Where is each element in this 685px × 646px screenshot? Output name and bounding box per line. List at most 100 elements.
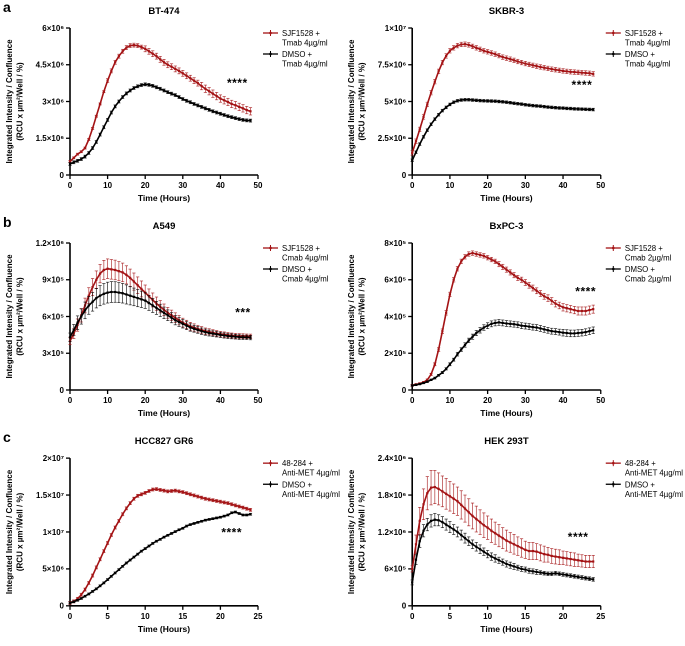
svg-text:1.2×10⁶: 1.2×10⁶ bbox=[36, 239, 65, 248]
svg-text:0: 0 bbox=[60, 386, 65, 395]
svg-text:1.5×10⁶: 1.5×10⁶ bbox=[36, 134, 65, 143]
svg-text:6×10⁶: 6×10⁶ bbox=[42, 24, 64, 33]
svg-text:0: 0 bbox=[402, 171, 407, 180]
svg-text:5: 5 bbox=[105, 612, 110, 621]
significance-stars: **** bbox=[221, 525, 242, 539]
chart-hcc827-gr6: HCC827 GR6 0 5 10 15 20 25 0 5×10⁶ 1×10⁷ 1.5×10⁷ 2×… bbox=[5, 436, 340, 634]
cell-hcc827-gr6: HCC827 GR6 0 5 10 15 20 25 0 5×10⁶ 1×10⁷ 1.5×10⁷ 2×… bbox=[0, 430, 342, 646]
chart-hek293t: HEK 293T 0 5 10 15 20 25 0 6×10⁵ 1.2×10⁶ 1.8×10⁶ 2.… bbox=[347, 436, 683, 634]
svg-text:6×10⁵: 6×10⁵ bbox=[42, 312, 64, 321]
y-axis-label-line2: (RCU x µm²/Well / %) bbox=[358, 492, 367, 571]
svg-text:2.4×10⁶: 2.4×10⁶ bbox=[378, 454, 407, 463]
svg-text:0: 0 bbox=[68, 181, 73, 190]
cell-bt474: BT-474 0 10 20 30 40 50 0 1.5×10⁶ 3×10⁶ 4.5×10⁶ 6×1… bbox=[0, 0, 342, 215]
chart-title: SKBR-3 bbox=[489, 6, 524, 17]
y-axis-label-line1: Integrated Intensity / Confluence bbox=[347, 254, 356, 378]
chart-title: BxPC-3 bbox=[490, 221, 524, 232]
legend-label-line2: Anti-MET 4µg/ml bbox=[282, 469, 340, 478]
svg-text:8×10⁵: 8×10⁵ bbox=[384, 239, 406, 248]
svg-text:50: 50 bbox=[596, 396, 605, 405]
svg-text:1×10⁷: 1×10⁷ bbox=[385, 24, 406, 33]
series-red bbox=[410, 41, 595, 156]
x-axis-label: Time (Hours) bbox=[138, 624, 190, 634]
svg-text:3×10⁶: 3×10⁶ bbox=[42, 97, 64, 106]
series-red bbox=[410, 470, 595, 573]
y-axis-label-line2: (RCU x µm²/Well / %) bbox=[16, 492, 25, 571]
series-red bbox=[68, 258, 253, 346]
legend-label-line1: DMSO + bbox=[282, 50, 313, 59]
svg-text:1.2×10⁶: 1.2×10⁶ bbox=[378, 528, 407, 537]
svg-text:2×10⁵: 2×10⁵ bbox=[384, 349, 406, 358]
legend-label-line2: Anti-MET 4µg/ml bbox=[625, 490, 683, 499]
legend-label-line2: Cmab 4µg/ml bbox=[282, 254, 329, 263]
svg-text:40: 40 bbox=[559, 396, 568, 405]
legend-label-line2: Anti-MET 4µg/ml bbox=[282, 490, 340, 499]
cell-skbr3: SKBR-3 0 10 20 30 40 50 0 2.5×10⁶ 5×10⁶ 7.5×10⁶ 1×1… bbox=[342, 0, 685, 215]
chart-a549: A549 0 10 20 30 40 50 0 3×10⁵ 6×10⁵ 9×10⁵ 1.2×10⁶ Ti… bbox=[5, 221, 329, 418]
svg-text:0: 0 bbox=[60, 171, 65, 180]
axes: 0 10 20 30 40 50 0 1.5×10⁶ 3×10⁶ 4.5×10⁶ 6×10⁶ Time… bbox=[5, 24, 263, 203]
svg-text:0: 0 bbox=[410, 396, 415, 405]
svg-text:40: 40 bbox=[216, 396, 225, 405]
svg-text:2×10⁷: 2×10⁷ bbox=[43, 454, 64, 463]
y-axis-label-line1: Integrated Intensity / Confluence bbox=[5, 469, 14, 594]
svg-text:5×10⁶: 5×10⁶ bbox=[384, 97, 406, 106]
significance-stars: **** bbox=[572, 78, 593, 92]
svg-text:20: 20 bbox=[483, 396, 492, 405]
legend-label-line1: 48-284 + bbox=[625, 459, 656, 468]
axes: 0 10 20 30 40 50 0 3×10⁵ 6×10⁵ 9×10⁵ 1.2×10⁶ Time (… bbox=[5, 239, 263, 418]
svg-text:15: 15 bbox=[178, 612, 187, 621]
chart-title: A549 bbox=[153, 221, 176, 232]
svg-text:10: 10 bbox=[445, 396, 454, 405]
legend-label-line2: Cmab 4µg/ml bbox=[282, 275, 329, 284]
x-axis-label: Time (Hours) bbox=[480, 624, 532, 634]
legend-label-line2: Anti-MET 4µg/ml bbox=[625, 469, 683, 478]
chart-bt474: BT-474 0 10 20 30 40 50 0 1.5×10⁶ 3×10⁶ 4.5×10⁶ 6×1… bbox=[5, 6, 328, 203]
cell-a549: A549 0 10 20 30 40 50 0 3×10⁵ 6×10⁵ 9×10⁵ 1.2×10⁶ Ti… bbox=[0, 215, 342, 430]
svg-text:20: 20 bbox=[483, 181, 492, 190]
series-black bbox=[410, 98, 595, 162]
svg-text:10: 10 bbox=[103, 181, 112, 190]
svg-text:0: 0 bbox=[60, 602, 65, 611]
svg-text:50: 50 bbox=[254, 396, 263, 405]
svg-text:1.5×10⁷: 1.5×10⁷ bbox=[36, 491, 64, 500]
x-axis-label: Time (Hours) bbox=[480, 193, 533, 203]
svg-text:10: 10 bbox=[141, 612, 150, 621]
svg-text:15: 15 bbox=[521, 612, 530, 621]
chart-bxpc3: BxPC-3 0 10 20 30 40 50 0 2×10⁵ 4×10⁵ 6×10⁵ 8×10⁵ Ti… bbox=[347, 221, 672, 418]
chart-title: HCC827 GR6 bbox=[135, 436, 194, 447]
svg-text:10: 10 bbox=[483, 612, 492, 621]
svg-text:10: 10 bbox=[445, 181, 454, 190]
y-axis-label-line2: (RCU x µm²/Well / %) bbox=[358, 277, 367, 355]
legend-label-line2: Cmab 2µg/ml bbox=[625, 254, 672, 263]
legend-label-line2: Tmab 4µg/ml bbox=[282, 39, 328, 48]
legend-label-line1: SJF1528 + bbox=[282, 29, 320, 38]
axes: 0 5 10 15 20 25 0 5×10⁶ 1×10⁷ 1.5×10⁷ 2×10⁷ Time (H… bbox=[5, 454, 263, 634]
significance-stars: **** bbox=[575, 284, 596, 298]
panel-letter-c: c bbox=[3, 429, 11, 445]
svg-text:5: 5 bbox=[448, 612, 453, 621]
chart-title: BT-474 bbox=[148, 6, 180, 17]
cell-hek293t: HEK 293T 0 5 10 15 20 25 0 6×10⁵ 1.2×10⁶ 1.8×10⁶ 2.… bbox=[342, 430, 685, 646]
series-black bbox=[410, 319, 595, 387]
svg-text:30: 30 bbox=[178, 396, 187, 405]
legend-label-line1: SJF1528 + bbox=[282, 244, 320, 253]
series-black bbox=[410, 513, 595, 586]
legend-label-line1: DMSO + bbox=[282, 480, 312, 489]
svg-text:10: 10 bbox=[103, 396, 112, 405]
series-black bbox=[68, 281, 253, 342]
series-red bbox=[410, 250, 595, 387]
chart-skbr3: SKBR-3 0 10 20 30 40 50 0 2.5×10⁶ 5×10⁶ 7.5×10⁶ 1×1… bbox=[347, 6, 671, 203]
y-axis-label-line2: (RCU x µm²/Well / %) bbox=[16, 277, 25, 356]
significance-stars: **** bbox=[568, 530, 589, 544]
svg-text:0: 0 bbox=[410, 612, 415, 621]
svg-text:20: 20 bbox=[559, 612, 568, 621]
series-black bbox=[68, 82, 253, 166]
legend-label-line1: SJF1528 + bbox=[625, 29, 663, 38]
legend-label-line1: DMSO + bbox=[625, 480, 656, 489]
legend-label-line1: DMSO + bbox=[282, 265, 313, 274]
x-axis-label: Time (Hours) bbox=[138, 193, 190, 203]
